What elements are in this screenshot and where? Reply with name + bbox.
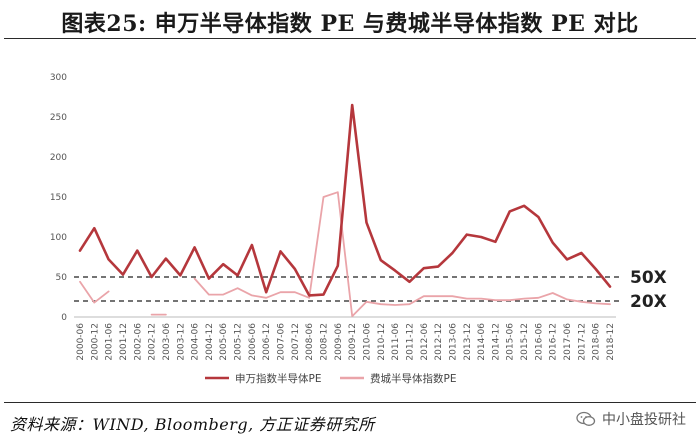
x-tick-label: 2007-12 — [291, 323, 301, 361]
x-tick-label: 2002-12 — [148, 323, 158, 361]
x-tick-label: 2015-06 — [506, 323, 516, 361]
x-tick-label: 2001-12 — [119, 323, 129, 361]
x-tick-label: 2010-06 — [362, 323, 372, 361]
watermark-text: 中小盘投研社 — [602, 412, 686, 428]
x-tick-label: 2012-12 — [434, 323, 444, 361]
x-tick-label: 2009-12 — [348, 323, 358, 361]
x-tick-label: 2017-06 — [563, 323, 573, 361]
x-tick-label: 2017-12 — [577, 323, 587, 361]
y-tick-label: 150 — [50, 193, 67, 203]
legend: 申万指数半导体PE 费城半导体指数PE — [205, 372, 456, 385]
x-tick-label: 2002-06 — [133, 323, 143, 361]
x-tick-label: 2003-06 — [162, 323, 172, 361]
y-axis: 0 50 100 150 200 250 300 — [50, 73, 67, 323]
x-tick-label: 2008-06 — [305, 323, 315, 361]
y-tick-label: 200 — [50, 153, 67, 163]
reference-label-20x: 20X — [630, 292, 667, 312]
source-divider — [4, 402, 696, 403]
page-title: 图表25: 申万半导体指数 PE 与费城半导体指数 PE 对比 — [61, 11, 639, 37]
y-tick-label: 50 — [56, 273, 68, 283]
x-tick-label: 2000-12 — [90, 323, 100, 361]
legend-label-1: 申万指数半导体PE — [235, 372, 321, 385]
x-tick-label: 2018-06 — [592, 323, 602, 361]
x-axis: 2000-06 2000-12 2001-06 2001-12 2002-06 2002-… — [76, 323, 616, 361]
x-tick-label: 2013-06 — [448, 323, 458, 361]
x-tick-label: 2014-06 — [477, 323, 487, 361]
x-tick-label: 2000-06 — [76, 323, 86, 361]
x-tick-label: 2001-06 — [105, 323, 115, 361]
series-line-1 — [78, 103, 612, 297]
y-tick-label: 300 — [50, 73, 67, 83]
x-tick-label: 2006-12 — [262, 323, 272, 361]
x-tick-label: 2010-12 — [377, 323, 387, 361]
x-tick-label: 2016-06 — [534, 323, 544, 361]
x-tick-label: 2011-12 — [405, 323, 415, 361]
legend-label-2: 费城半导体指数PE — [370, 372, 456, 385]
x-tick-label: 2013-12 — [463, 323, 473, 361]
y-tick-label: 250 — [50, 113, 67, 123]
y-tick-label: 0 — [61, 313, 67, 323]
x-tick-label: 2007-06 — [277, 323, 287, 361]
x-tick-label: 2004-12 — [205, 323, 215, 361]
x-tick-label: 2009-06 — [334, 323, 344, 361]
series-layer — [78, 103, 612, 318]
title-divider — [4, 38, 696, 39]
series-line-2 — [79, 191, 611, 318]
pe-comparison-chart: 0 50 100 150 200 250 300 2000-06 2000-12 2001-06… — [50, 73, 667, 385]
x-tick-label: 2005-12 — [234, 323, 244, 361]
y-tick-label: 100 — [50, 233, 67, 243]
x-tick-label: 2014-12 — [491, 323, 501, 361]
x-tick-label: 2005-06 — [219, 323, 229, 361]
x-tick-label: 2011-06 — [391, 323, 401, 361]
x-tick-label: 2018-12 — [606, 323, 616, 361]
x-tick-label: 2016-12 — [549, 323, 559, 361]
source-note: 资料来源：WIND, Bloomberg, 方正证券研究所 — [10, 415, 375, 434]
x-tick-label: 2006-06 — [248, 323, 258, 361]
x-tick-label: 2015-12 — [520, 323, 530, 361]
watermark: 中小盘投研社 — [576, 409, 686, 429]
x-tick-label: 2008-12 — [320, 323, 330, 361]
wechat-icon — [576, 411, 596, 426]
x-tick-label: 2004-06 — [191, 323, 201, 361]
x-tick-label: 2003-12 — [176, 323, 186, 361]
x-tick-label: 2012-06 — [420, 323, 430, 361]
reference-label-50x: 50X — [630, 268, 667, 288]
